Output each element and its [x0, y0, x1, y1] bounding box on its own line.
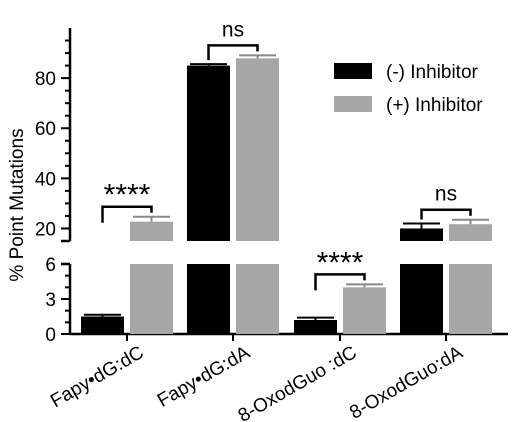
y-tick-label: 3	[45, 290, 56, 311]
significance-bracket	[420, 208, 472, 220]
bar	[187, 264, 230, 334]
significance-bracket	[101, 205, 153, 223]
y-tick-label: 20	[35, 219, 56, 240]
x-category-label: 8-OxodGuo:dA	[346, 342, 467, 422]
x-category-label: 8-OxodGuo :dC	[235, 342, 361, 422]
bars-layer	[81, 54, 492, 334]
bar	[449, 224, 492, 241]
bar	[130, 221, 173, 241]
significance-layer: **** ns **** ns	[101, 18, 472, 291]
bar	[449, 264, 492, 334]
legend-label: (-) Inhibitor	[386, 62, 479, 83]
bar	[294, 320, 337, 334]
y-axis-title: % Point Mutations	[7, 128, 28, 281]
legend-swatch	[334, 96, 372, 112]
legend-swatch	[334, 63, 372, 79]
bar	[400, 264, 443, 334]
x-category-label: Fapy•dG:dA	[154, 342, 254, 412]
category-labels: Fapy•dG:dC Fapy•dG:dA8-OxodGuo :dC8-OxodG…	[47, 334, 467, 422]
y-tick-label: 60	[35, 119, 56, 140]
y-tick-label: 0	[45, 325, 56, 346]
bar	[236, 58, 279, 242]
bar	[187, 65, 230, 242]
bar	[343, 287, 386, 334]
bar	[81, 316, 124, 334]
significance-label: ****	[317, 246, 364, 279]
x-category-label: Fapy•dG:dC	[47, 342, 147, 412]
legend-label: (+) Inhibitor	[386, 95, 483, 116]
significance-label: ns	[435, 183, 457, 206]
bar	[236, 264, 279, 334]
significance-bracket	[207, 44, 259, 61]
y-tick-label: 40	[35, 169, 56, 190]
significance-label: ****	[104, 179, 151, 212]
y-tick-label: 80	[35, 69, 56, 90]
significance-label: ns	[222, 18, 244, 41]
legend: (-) Inhibitor (+) Inhibitor	[334, 62, 483, 116]
significance-bracket	[314, 273, 366, 291]
y-tick-label: 6	[45, 255, 56, 276]
bar	[400, 228, 443, 241]
bar	[130, 264, 173, 334]
